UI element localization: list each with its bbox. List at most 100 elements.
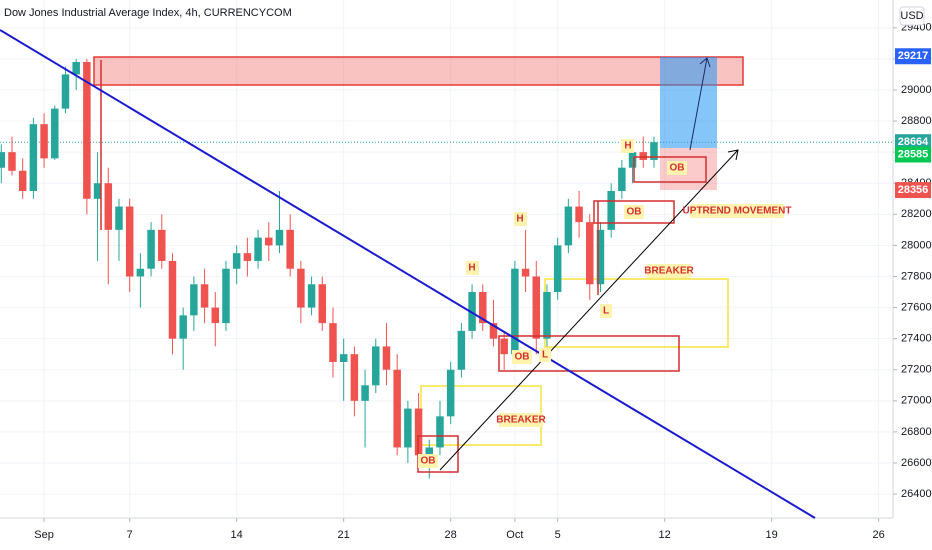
price-badge-label: 29217 — [898, 50, 929, 62]
uptrend-label: UPTREND MOVEMENT — [683, 206, 792, 217]
candle-body — [147, 229, 155, 269]
label-bg — [690, 204, 784, 218]
candle-body — [586, 222, 594, 285]
candle-body — [307, 284, 316, 308]
y-tick-label: 27200 — [901, 364, 932, 376]
candle-body — [479, 292, 487, 324]
candle-body — [329, 323, 337, 362]
candle-body — [393, 369, 401, 448]
candle-body — [232, 253, 241, 269]
label-bg — [667, 161, 687, 175]
y-tick-label: 27600 — [901, 301, 932, 313]
supply-zone — [93, 56, 744, 86]
label-bg — [418, 454, 438, 468]
candle-body — [61, 74, 70, 109]
x-tick-label: 7 — [127, 529, 133, 541]
zones — [93, 56, 744, 446]
candle-body — [404, 408, 412, 448]
breaker-label: BREAKER — [496, 415, 546, 426]
low-label: L — [603, 306, 609, 317]
label-bg — [624, 205, 644, 219]
arrow-head — [699, 57, 711, 68]
candle-body — [211, 307, 220, 324]
candle-body — [436, 416, 444, 448]
drawings: OB OB OB OB H H H L L BREAKER BREAKER UP… — [0, 29, 816, 519]
high-label: H — [516, 214, 523, 225]
candle-body — [532, 276, 541, 339]
price-badge — [895, 182, 931, 199]
y-tick-label: 29000 — [901, 84, 932, 96]
candle-body — [83, 62, 91, 199]
candle-body — [414, 408, 423, 456]
x-tick-label: 12 — [659, 529, 671, 541]
candle-body — [564, 206, 573, 246]
x-tick-label: Oct — [506, 529, 523, 541]
candle-body — [468, 292, 476, 331]
candle-body — [51, 108, 59, 159]
candle-body — [639, 152, 648, 160]
candle-body — [650, 142, 658, 160]
candle-body — [158, 229, 166, 261]
candle-body — [286, 229, 294, 269]
candle-body — [575, 206, 583, 223]
y-tick-label: 27800 — [901, 270, 932, 282]
y-tick-label: 26600 — [901, 457, 932, 469]
label-bg — [621, 139, 634, 153]
y-tick-label: 26800 — [901, 426, 932, 438]
candle-body — [596, 229, 605, 285]
breaker-label: BREAKER — [644, 266, 694, 277]
x-tick-label: 26 — [873, 529, 885, 541]
x-tick-label: 21 — [338, 529, 350, 541]
ob-box — [593, 200, 675, 224]
ob-box — [633, 156, 707, 183]
x-tick-label: 5 — [555, 529, 561, 541]
label-bg — [514, 212, 527, 226]
candle-body — [275, 229, 284, 246]
candle-body — [361, 385, 369, 401]
price-badge-label: 28664 — [898, 136, 929, 148]
candle-body — [425, 447, 434, 456]
candle-body — [265, 237, 273, 246]
ob-label: OB — [627, 207, 642, 218]
candle-body — [115, 206, 123, 230]
label-backgrounds — [418, 139, 784, 468]
target-arrow — [689, 57, 708, 151]
ob-box — [498, 335, 680, 372]
y-tick-label: 28800 — [901, 115, 932, 127]
currency-label: USD — [900, 10, 923, 22]
currency-badge[interactable] — [899, 6, 925, 26]
candle-body — [500, 338, 508, 355]
candle-body — [104, 183, 113, 230]
y-tick-label: 28200 — [901, 208, 932, 220]
candle-body — [72, 62, 80, 75]
candle-body — [297, 268, 305, 308]
candle-body — [200, 284, 209, 308]
high-label: H — [468, 263, 475, 274]
candle-body — [511, 268, 519, 355]
label-bg — [499, 413, 543, 427]
candle-body — [243, 253, 252, 261]
candle-body — [40, 124, 48, 159]
candle-body — [372, 346, 380, 386]
high-label: H — [624, 141, 631, 152]
candle-body — [222, 268, 230, 324]
price-badge — [895, 134, 931, 151]
candle-body — [607, 191, 615, 230]
grid — [0, 0, 893, 518]
candle-body — [29, 124, 38, 192]
candle-body — [543, 292, 551, 339]
candle-body — [457, 330, 466, 370]
candle-body — [628, 152, 637, 168]
ob-label: OB — [515, 352, 530, 363]
y-tick-label: 26400 — [901, 488, 932, 500]
price-badge — [895, 146, 931, 163]
x-tick-label: Sep — [34, 529, 54, 541]
candle-body — [521, 268, 530, 277]
candle-body — [339, 354, 348, 362]
candle-body — [618, 167, 626, 192]
y-tick-label: 27000 — [901, 395, 932, 407]
candle-body — [168, 260, 177, 339]
trend-line — [0, 29, 816, 519]
candle-body — [125, 206, 134, 277]
